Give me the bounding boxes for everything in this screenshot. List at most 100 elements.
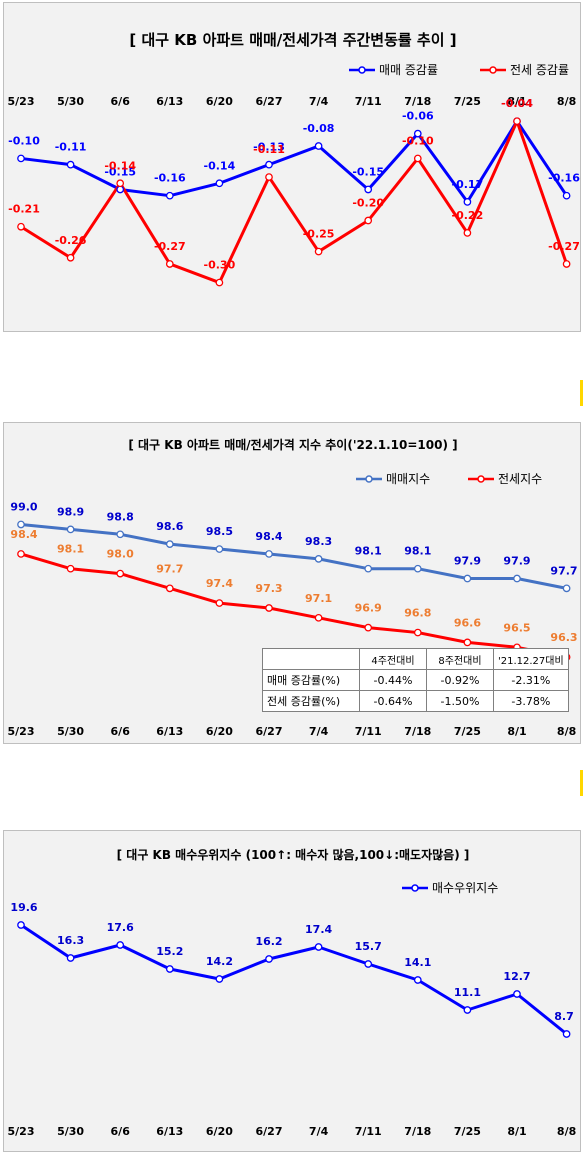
legend-label: 전세 증감률 (510, 63, 569, 77)
x-tick-label: 5/23 (8, 1125, 35, 1138)
x-tick-label: 7/18 (404, 95, 431, 108)
data-label: -0.10 (8, 134, 40, 147)
series-line (20, 119, 568, 204)
data-label: 97.7 (156, 562, 183, 575)
data-point (116, 569, 125, 578)
index-chart: [ 대구 KB 아파트 매매/전세가격 지수 추이('22.1.10=100) … (8, 437, 578, 738)
legend-marker (477, 475, 485, 483)
data-label: 96.8 (404, 607, 431, 620)
data-label: 97.9 (503, 555, 530, 568)
table-cell: -0.64% (359, 690, 427, 712)
data-label: -0.14 (204, 159, 236, 172)
data-label: -0.20 (352, 197, 384, 210)
data-label: 98.0 (107, 548, 134, 561)
table-row: 매매 증감률(%) -0.44% -0.92% -2.31% (262, 669, 569, 691)
data-label: -0.21 (8, 203, 40, 216)
data-point (364, 960, 373, 968)
data-label: -0.04 (501, 97, 533, 110)
data-point (265, 604, 273, 612)
change-rate-table: 4주전대비 8주전대비 '21.12.27대비 매매 증감률(%) -0.44%… (262, 648, 569, 712)
data-label: 16.3 (57, 934, 84, 947)
data-point (562, 260, 571, 268)
x-tick-label: 5/30 (57, 1125, 84, 1138)
table-row: 전세 증감률(%) -0.64% -1.50% -3.78% (262, 690, 569, 712)
data-point (116, 941, 125, 949)
x-tick-label: 8/8 (557, 725, 576, 738)
data-label: -0.16 (154, 172, 186, 185)
data-point (66, 525, 75, 534)
data-point (314, 613, 323, 622)
data-point (116, 179, 125, 188)
data-label: 96.9 (355, 602, 382, 615)
legend-label: 매매 증감률 (379, 63, 438, 77)
data-point (66, 564, 75, 573)
x-tick-label: 5/30 (57, 95, 84, 108)
data-point (215, 545, 224, 553)
data-label: 14.1 (404, 956, 431, 969)
chart-title: [ 대구 KB 아파트 매매/전세가격 주간변동률 추이 ] (129, 31, 456, 49)
chart-title: [ 대구 KB 아파트 매매/전세가격 지수 추이('22.1.10=100) … (128, 437, 457, 452)
x-tick-label: 6/13 (156, 725, 183, 738)
data-point (215, 599, 224, 607)
data-label: 99.0 (10, 500, 37, 513)
x-tick-label: 7/18 (404, 725, 431, 738)
data-point (165, 584, 174, 593)
data-point (116, 530, 125, 539)
data-point (215, 179, 224, 188)
x-tick-label: 6/27 (256, 95, 283, 108)
data-point (116, 185, 125, 194)
x-tick-label: 7/25 (454, 95, 481, 108)
data-label: 96.3 (550, 631, 577, 644)
x-tick-label: 5/23 (8, 725, 35, 738)
data-label: -0.15 (104, 165, 136, 178)
data-point (215, 278, 224, 287)
data-point (562, 1030, 571, 1038)
chart-title: [ 대구 KB 매수우위지수 (100↑: 매수자 많음,100↓:매도자많음)… (117, 847, 470, 862)
data-point (314, 943, 323, 951)
data-point (463, 1006, 472, 1014)
data-point (66, 954, 75, 962)
x-tick-label: 7/4 (309, 95, 329, 108)
data-label: -0.25 (303, 228, 335, 241)
data-point (364, 185, 373, 194)
x-tick-label: 6/27 (256, 725, 283, 738)
data-label: 97.3 (255, 582, 282, 595)
x-tick-label: 8/1 (507, 95, 526, 108)
data-label: -0.04 (501, 97, 533, 110)
series-line (20, 552, 567, 659)
table-cell: -0.44% (359, 669, 427, 691)
data-point (364, 216, 373, 225)
x-tick-label: 7/11 (355, 95, 382, 108)
legend-marker (411, 884, 419, 892)
data-point (215, 975, 224, 983)
data-point (413, 154, 422, 163)
data-label: 19.6 (10, 901, 37, 914)
data-label: -0.30 (204, 259, 236, 272)
x-tick-label: 7/25 (454, 1125, 481, 1138)
data-point (413, 976, 422, 984)
data-label: 17.6 (107, 921, 134, 934)
data-label: 98.1 (404, 545, 431, 558)
data-label: 97.7 (550, 564, 577, 577)
data-point (165, 540, 174, 548)
series-line (20, 119, 569, 285)
data-label: 8.7 (554, 1010, 574, 1023)
data-label: -0.27 (154, 240, 186, 253)
x-tick-label: 6/6 (111, 725, 131, 738)
table-cell: -3.78% (493, 690, 569, 712)
data-label: 15.2 (156, 945, 183, 958)
legend-label: 매매지수 (386, 472, 430, 486)
series-line (20, 923, 568, 1036)
data-label: 97.1 (305, 592, 332, 605)
data-label: -0.08 (303, 122, 335, 135)
data-point (314, 555, 323, 563)
legend-marker (358, 66, 366, 74)
table-cell: -1.50% (426, 690, 494, 712)
buyer-index-chart-panel: [ 대구 KB 매수우위지수 (100↑: 매수자 많음,100↓:매도자많음)… (3, 830, 581, 1152)
data-point (364, 564, 373, 573)
legend-label: 매수우위지수 (432, 881, 498, 895)
data-label: -0.11 (55, 141, 87, 154)
data-label: -0.15 (352, 165, 384, 178)
data-point (463, 229, 472, 237)
data-label: -0.14 (104, 159, 136, 172)
